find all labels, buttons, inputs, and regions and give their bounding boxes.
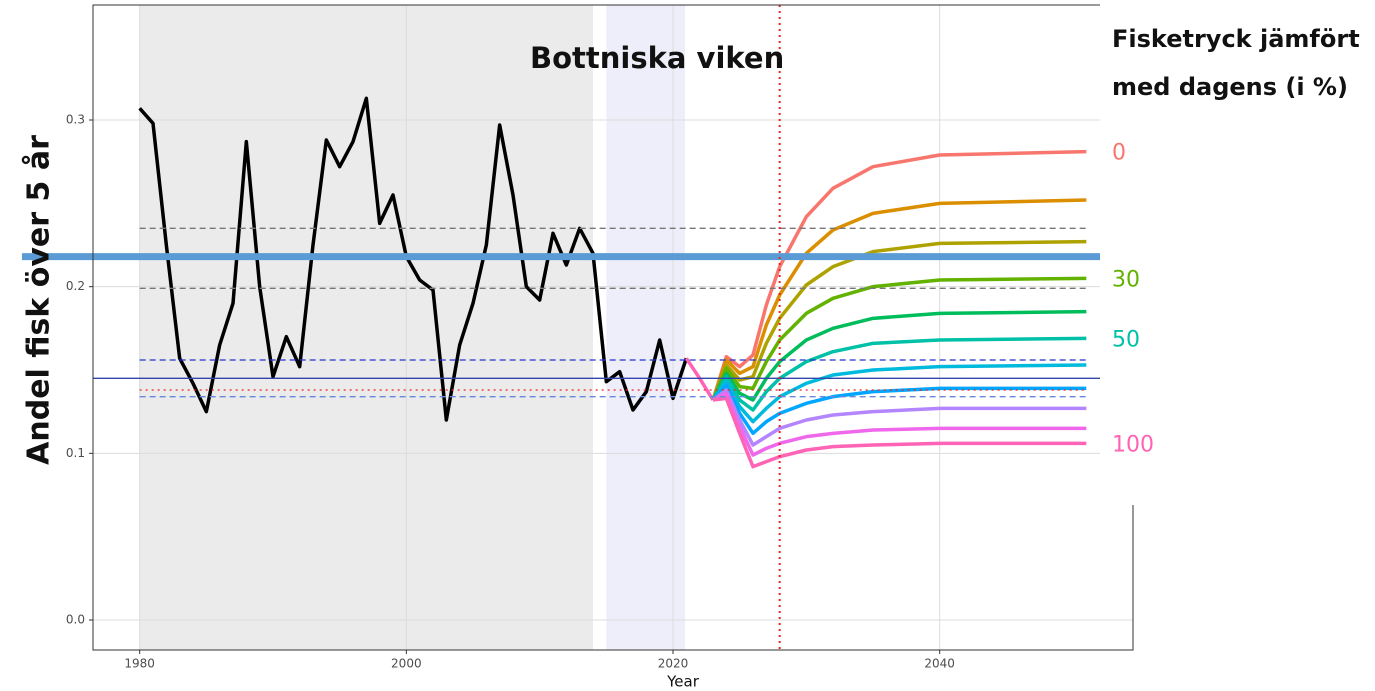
data-line — [711, 149, 1087, 401]
data-line — [711, 309, 1087, 402]
x-tick-label: 1980 — [124, 657, 155, 671]
series-label: 30 — [1112, 267, 1140, 292]
shaded-region — [606, 5, 685, 650]
y-tick-label: 0.1 — [66, 446, 85, 460]
y-tick-label: 0.0 — [66, 613, 85, 627]
plot-labels: 1980 2000 2020 2040 0.0 0.1 0.2 0.3 0 30 50 100 Bott… — [21, 0, 1375, 691]
data-line — [684, 357, 715, 401]
series-label: 100 — [1112, 432, 1154, 457]
label-area — [1100, 0, 1375, 505]
x-axis-label: Year — [666, 673, 700, 691]
x-tick-label: 2040 — [924, 657, 955, 671]
y-tick-label: 0.3 — [66, 113, 85, 127]
data-line — [711, 276, 1087, 401]
chart-title: Bottniska viken — [530, 41, 784, 75]
plot-background — [93, 5, 1133, 650]
data-line — [138, 96, 688, 422]
legend-title: Fisketryck jämfört — [1112, 25, 1360, 53]
x-tick-label: 2000 — [391, 657, 422, 671]
legend-title: med dagens (i %) — [1112, 73, 1348, 101]
series-label: 0 — [1112, 141, 1126, 166]
series-label: 50 — [1112, 327, 1140, 352]
data-line — [711, 388, 1087, 447]
y-axis-label: Andel fisk över 5 år — [21, 135, 57, 465]
x-tick-label: 2020 — [658, 657, 689, 671]
y-tick-label: 0.2 — [66, 279, 85, 293]
